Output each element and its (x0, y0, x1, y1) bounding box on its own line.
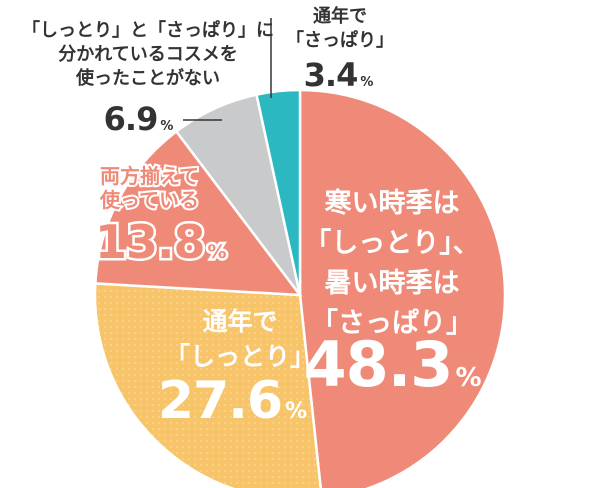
slice-label-line: 暑い時季は (325, 268, 460, 299)
slice-label-line: 両方揃えて (100, 164, 199, 188)
slice-value-label: 13.8% (95, 215, 227, 269)
pie-slices (93, 88, 507, 488)
pie-slice (255, 88, 302, 296)
slice-label-line: 「さっぱり」 (286, 29, 394, 51)
slice-label-line: 分かれているコスメを (58, 44, 237, 65)
slice-label-line: 使っている (99, 188, 199, 212)
pie-slice-texture (95, 283, 321, 488)
slice-label-line: 「さっぱり」 (311, 307, 473, 339)
slice-labels: 寒い時季は「しっとり」、暑い時季は「さっぱり」48.3 %通年で「しっとり」27.… (22, 5, 482, 431)
slice-label-line: 「しっとり」、 (304, 227, 480, 259)
slice-value-label: 3.4% (304, 56, 374, 94)
pie-slice (94, 129, 303, 297)
slice-label-line: 通年で (202, 307, 277, 336)
pie-slice (298, 88, 507, 488)
slice-label: 通年で「しっとり」 (165, 307, 315, 371)
slice-label: 通年で「さっぱり」 (286, 5, 394, 51)
slice-value-label: 6.9% (104, 100, 174, 138)
slice-label-line: 「しっとり」 (165, 342, 315, 371)
slice-value-label: 27.6% (158, 371, 307, 431)
slice-label-line: 「しっとり」と「さっぱり」に (22, 19, 274, 41)
slice-label-line: 通年で (313, 5, 367, 27)
slice-label-line: 寒い時季は (325, 187, 460, 219)
leader-lines (183, 18, 272, 121)
slice-label: 寒い時季は「しっとり」、暑い時季は「さっぱり」 (304, 187, 480, 339)
slice-value-label: 48.3% (303, 328, 481, 401)
slice-label-line: 使ったことがない (75, 67, 220, 89)
